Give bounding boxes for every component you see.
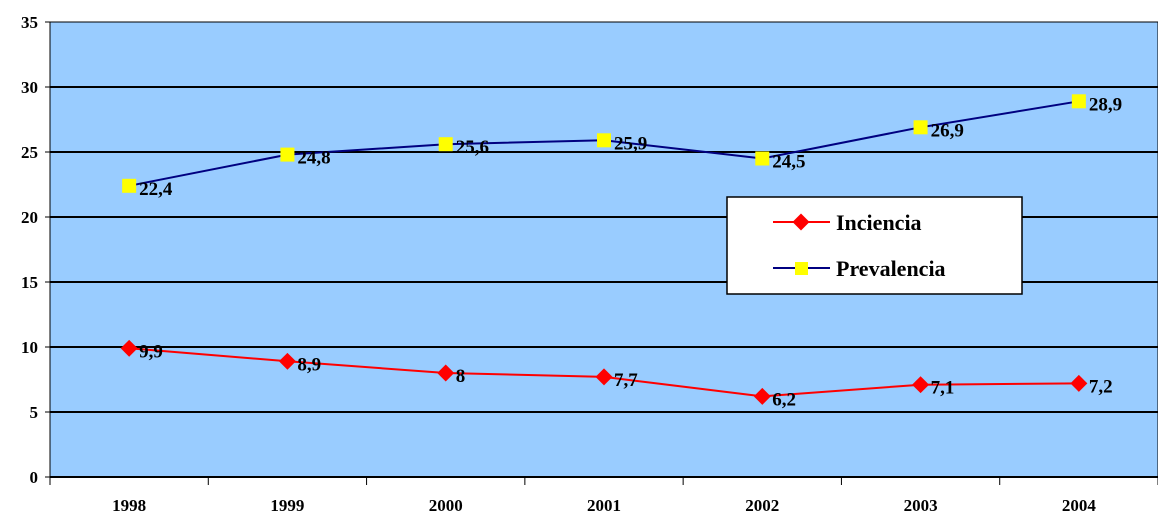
axes: 0 5 10 15 20 25 30 35 1998 1999 2000 2001 2002 2003 20… <box>21 13 1158 515</box>
y-tick-label: 25 <box>21 143 38 162</box>
data-label: 7,1 <box>931 378 955 399</box>
x-tick-label: 2003 <box>904 496 938 515</box>
data-label: 24,5 <box>772 152 805 173</box>
x-tick-label: 1999 <box>270 496 304 515</box>
data-label: 24,8 <box>297 148 330 169</box>
data-point <box>595 368 613 386</box>
legend-marker-inciencia <box>792 213 810 231</box>
x-tick-label: 2004 <box>1062 496 1097 515</box>
x-tick-label: 2000 <box>429 496 463 515</box>
data-label: 25,6 <box>456 137 489 158</box>
y-tick-label: 20 <box>21 208 38 227</box>
data-label: 7,2 <box>1089 376 1113 397</box>
legend-marker-prevalencia <box>795 262 808 275</box>
data-label: 28,9 <box>1089 94 1122 115</box>
data-point <box>278 352 296 370</box>
y-tick-label: 10 <box>21 338 38 357</box>
y-tick-label: 15 <box>21 273 38 292</box>
x-tick-label: 1998 <box>112 496 146 515</box>
data-point <box>753 387 771 405</box>
data-label: 9,9 <box>139 341 163 362</box>
data-label: 8 <box>456 366 466 387</box>
y-tick-label: 5 <box>30 403 39 422</box>
data-point <box>280 147 295 162</box>
data-point <box>912 376 930 394</box>
data-point <box>122 178 137 193</box>
x-tick-label: 2001 <box>587 496 621 515</box>
data-point <box>913 120 928 135</box>
data-label: 7,7 <box>614 370 638 391</box>
y-tick-label: 0 <box>30 468 39 487</box>
data-point <box>597 133 611 148</box>
data-point <box>1071 94 1086 109</box>
legend-label-prevalencia: Prevalencia <box>836 256 946 281</box>
data-label: 22,4 <box>139 179 173 200</box>
y-tick-label: 30 <box>21 78 38 97</box>
x-tick-label: 2002 <box>745 496 779 515</box>
data-point <box>755 151 770 166</box>
data-point <box>438 137 453 152</box>
gridlines <box>50 86 1158 413</box>
data-labels: 9,9 8,9 8 7,7 6,2 7,1 7,2 22,4 24,8 25,6 25,9 24,5 2… <box>139 94 1122 410</box>
data-point <box>437 364 455 382</box>
legend: Inciencia Prevalencia <box>726 196 1023 295</box>
y-tick-label: 35 <box>21 13 38 32</box>
legend-label-inciencia: Inciencia <box>836 210 922 235</box>
data-label: 26,9 <box>931 120 964 141</box>
data-label: 6,2 <box>772 389 796 410</box>
legend-box <box>726 196 1023 295</box>
data-label: 8,9 <box>297 354 321 375</box>
data-label: 25,9 <box>614 133 647 154</box>
